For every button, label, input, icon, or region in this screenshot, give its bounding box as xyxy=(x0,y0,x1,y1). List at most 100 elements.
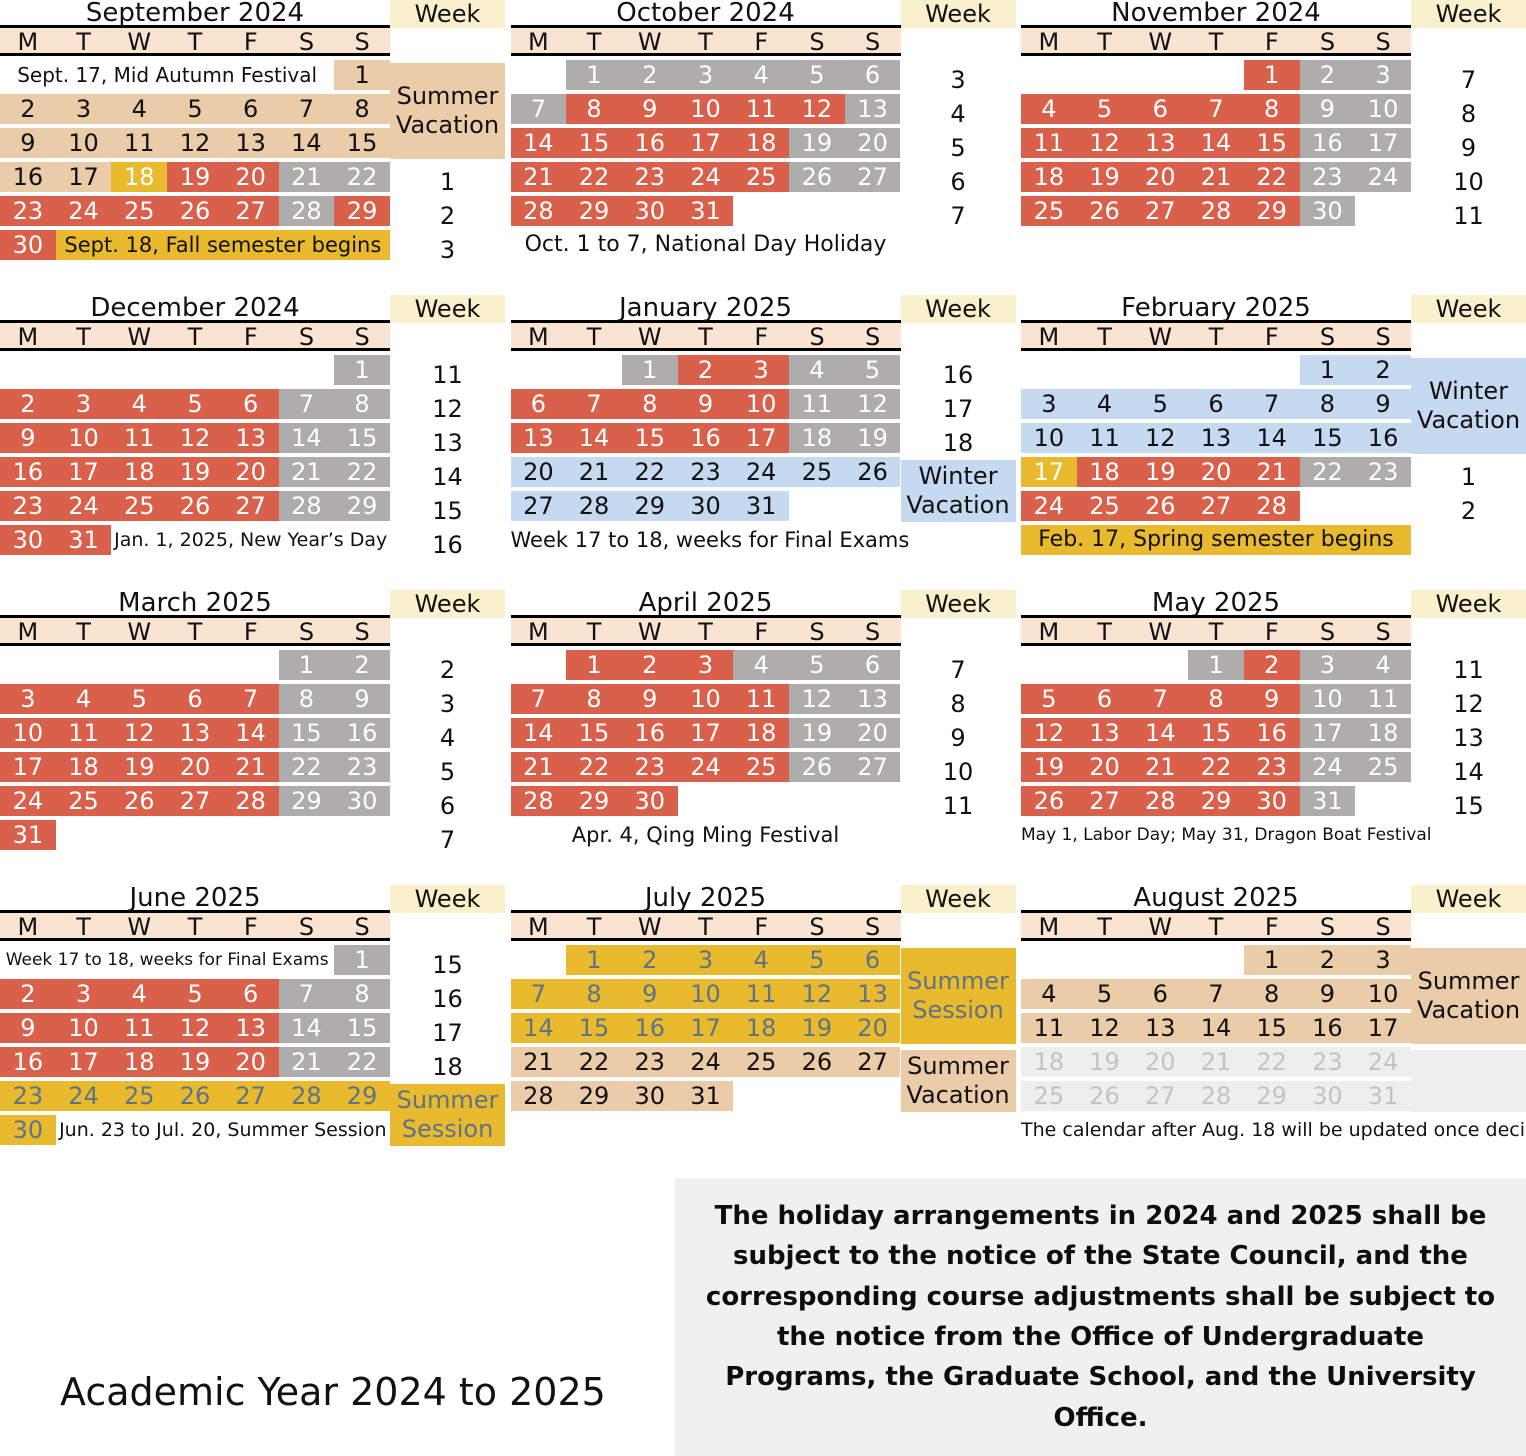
day-cell: 23 xyxy=(621,752,678,782)
day-cell: 24 xyxy=(55,1081,112,1111)
weekday-label: S xyxy=(865,323,881,351)
weekday-label: S xyxy=(865,618,881,646)
week-column: Week 1 2 Winter Vacation xyxy=(1411,295,1526,555)
day-cell: 21 xyxy=(278,1047,335,1077)
day-cell: 24 xyxy=(1021,491,1077,521)
month-footer: May 1, Labor Day; May 31, Dragon Boat Fe… xyxy=(1021,825,1432,845)
weekday-label: F xyxy=(1264,28,1279,56)
day-cell xyxy=(334,820,390,850)
weekday-label: T xyxy=(76,618,91,646)
month-group-january-2025: January 2025 M T W T F S S 1 2 3 4 5 6 7 8 9 10 11 12 13 14 15… xyxy=(510,295,1016,555)
day-cell: 20 xyxy=(222,457,279,487)
day-cell: 12 xyxy=(1021,718,1077,748)
month-title: November 2024 xyxy=(1021,0,1411,28)
day-cell xyxy=(279,820,335,850)
weekday-label: S xyxy=(1375,913,1391,941)
day-cell: 14 xyxy=(510,1013,567,1043)
day-cell: 17 xyxy=(677,718,734,748)
day-cell: 14 xyxy=(222,718,279,748)
week-column-header: Week xyxy=(900,295,1016,323)
day-cell: 4 xyxy=(1076,389,1133,419)
day-cell: 6 xyxy=(844,60,901,90)
week-number: 9 xyxy=(1460,134,1477,162)
weekday-label: W xyxy=(127,913,152,941)
day-cell xyxy=(279,355,335,385)
day-cell: 24 xyxy=(0,786,56,816)
week-number: 15 xyxy=(1453,792,1484,820)
month-december-2024: December 2024 M T W T F S S 1 2 3 4 5 6 7 8 9 10 11 12 13 14 1… xyxy=(0,295,390,555)
day-cell xyxy=(566,355,622,385)
day-cell: 5 xyxy=(1076,979,1133,1009)
weekday-label: F xyxy=(243,28,258,56)
calendar-week-row: 14 15 16 17 18 19 20 xyxy=(510,718,901,748)
day-cell: 17 xyxy=(55,1047,112,1077)
day-cell xyxy=(1077,60,1133,90)
week-number: 4 xyxy=(950,100,966,128)
day-cell: 7 xyxy=(278,389,335,419)
day-cell: 7 xyxy=(1132,684,1189,714)
day-cell: 13 xyxy=(1188,423,1244,453)
day-cell: 18 xyxy=(111,457,168,487)
week-number: 5 xyxy=(950,134,966,162)
calendar-week-row: 16 17 18 19 20 21 22 xyxy=(0,1047,390,1077)
day-cell: 18 xyxy=(733,128,790,158)
weekday-label: F xyxy=(243,618,258,646)
day-cell: 2 xyxy=(0,979,56,1009)
weekday-label: M xyxy=(1038,913,1060,941)
day-cell: 7 xyxy=(510,979,567,1009)
day-cell: 14 xyxy=(1188,1013,1244,1043)
week-column: Week 7 8 9 10 11 xyxy=(900,590,1016,850)
day-cell: 26 xyxy=(167,196,223,226)
calendar-week-row: 9 10 11 12 13 14 15 xyxy=(0,423,390,453)
day-cell: 26 xyxy=(1021,786,1077,816)
academic-year-title: Academic Year 2024 to 2025 xyxy=(60,1370,606,1414)
day-cell: 1 xyxy=(278,650,335,680)
day-cell: 8 xyxy=(566,684,622,714)
day-cell xyxy=(845,786,901,816)
day-cell: 28 xyxy=(510,786,567,816)
day-cell: 11 xyxy=(1021,128,1077,158)
period-label-summer-vacation: Summer Vacation xyxy=(390,63,505,159)
day-cell xyxy=(1132,60,1188,90)
calendar-band-2: December 2024 M T W T F S S 1 2 3 4 5 6 7 8 9 10 11 12 13 14 1… xyxy=(0,295,1526,590)
day-cell: 21 xyxy=(566,457,622,487)
month-title: April 2025 xyxy=(510,590,901,618)
day-cell xyxy=(1188,945,1244,975)
day-cell: 9 xyxy=(1243,684,1300,714)
weekday-label: T xyxy=(187,28,203,56)
day-cell: 9 xyxy=(1299,979,1356,1009)
day-cell: 5 xyxy=(789,60,845,90)
weekday-label: T xyxy=(698,323,713,351)
day-cell xyxy=(56,355,112,385)
weekday-label: S xyxy=(809,28,825,56)
week-column-header: Week xyxy=(390,0,505,28)
day-cell: 29 xyxy=(1243,1081,1300,1111)
month-group-march-2025: March 2025 M T W T F S S 1 2 3 4 5 6 7 8 9 10 11 12 13 14 15 16… xyxy=(0,590,505,854)
day-cell: 20 xyxy=(1188,457,1244,487)
calendar-week-row: 12 13 14 15 16 17 18 xyxy=(1021,718,1411,748)
day-cell: 24 xyxy=(733,457,790,487)
week-number: 1 xyxy=(1460,463,1477,491)
day-cell xyxy=(789,1081,845,1111)
calendar-week-row: 13 14 15 16 17 18 19 xyxy=(510,423,901,453)
day-cell: 13 xyxy=(1076,718,1133,748)
calendar-week-row: 9 10 11 12 13 14 15 xyxy=(0,1013,390,1043)
month-group-february-2025: February 2025 M T W T F S S 1 2 3 4 5 6 7 8 9 10 11 12 13 14 1… xyxy=(1021,295,1526,555)
day-cell: 28 xyxy=(1132,786,1189,816)
day-cell: 25 xyxy=(1021,196,1077,226)
weekday-label: T xyxy=(1097,28,1112,56)
calendar-week-row: 24 25 26 27 28 29 30 xyxy=(0,786,390,816)
day-cell: 30 xyxy=(0,525,56,555)
day-cell: 19 xyxy=(167,457,223,487)
day-cell: 7 xyxy=(1188,979,1244,1009)
weekday-label: S xyxy=(1319,618,1336,646)
weekday-label: F xyxy=(1264,618,1279,646)
month-may-2025: May 2025 M T W T F S S 1 2 3 4 5 6 7 8 9 10 11 12 13 14 15 16 17… xyxy=(1021,590,1432,850)
day-cell: 23 xyxy=(334,752,390,782)
day-cell xyxy=(511,355,567,385)
day-cell: 19 xyxy=(789,1013,845,1043)
day-cell: 22 xyxy=(566,162,622,192)
day-cell: 6 xyxy=(844,650,901,680)
